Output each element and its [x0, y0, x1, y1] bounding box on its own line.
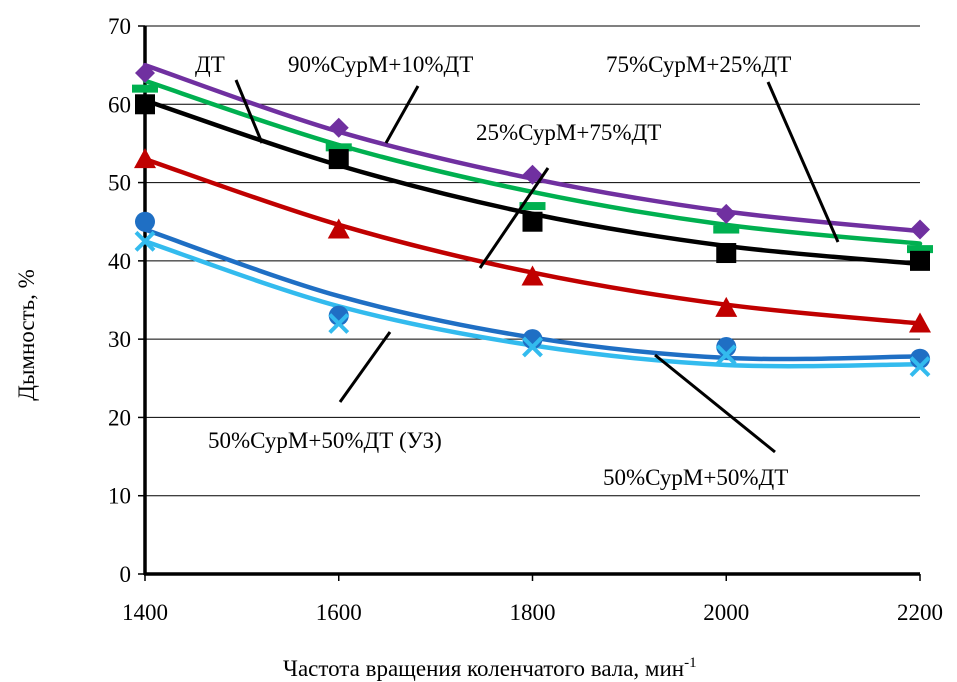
point-s50-1400: [135, 211, 155, 232]
annotation-s90: 90%СурМ+10%ДТ: [288, 52, 473, 77]
annotation-sDT: ДТ: [195, 52, 225, 77]
leader-line-s75: [766, 81, 840, 243]
y-tick-label-10: 10: [108, 484, 131, 509]
point-s90-1400: [135, 62, 155, 83]
annotation-s25: 25%СурМ+75%ДТ: [476, 120, 661, 145]
point-s50uz-2200: [909, 356, 931, 377]
point-s50uz-1600: [328, 313, 350, 334]
tick-labels: 0 10 20 30 40 50 60 70 1400 1600 1800 2000 2200: [108, 14, 943, 625]
point-s90-2000: [716, 203, 737, 224]
point-sDT-1800: [522, 211, 543, 232]
x-tick-label-1600: 1600: [316, 600, 362, 625]
y-tick-label-20: 20: [108, 405, 131, 430]
point-s75-2000: [713, 225, 740, 234]
y-tick-label-0: 0: [120, 562, 132, 587]
leader-line-s90: [384, 85, 420, 144]
point-sDT-2200: [910, 250, 930, 271]
data-points: [132, 62, 933, 377]
axes: [138, 25, 921, 581]
x-tick-label-2000: 2000: [703, 600, 749, 625]
point-s25-2000: [715, 296, 738, 317]
point-s25-1600: [327, 218, 350, 239]
x-tick-label-2200: 2200: [897, 600, 943, 625]
point-s90-1800: [522, 164, 543, 185]
annotation-leader-lines: [234, 79, 840, 454]
annotation-s50: 50%СурМ+50%ДТ: [603, 465, 788, 490]
gridlines: [145, 25, 920, 497]
annotation-s75: 75%СурМ+25%ДТ: [606, 52, 791, 77]
point-sDT-1600: [328, 149, 349, 170]
point-sDT-2000: [716, 243, 737, 264]
y-tick-label-30: 30: [108, 327, 131, 352]
y-tick-label-40: 40: [108, 249, 131, 274]
x-axis-title: Частота вращения коленчатого вала, мин-1: [283, 655, 697, 681]
point-s50uz-2000: [715, 344, 737, 366]
point-s50uz-1800: [522, 336, 543, 358]
point-s25-1800: [521, 265, 544, 286]
x-tick-label-1800: 1800: [510, 600, 556, 625]
x-axis-title-main: Частота вращения коленчатого вала, мин: [283, 656, 684, 681]
point-s90-2200: [910, 219, 930, 240]
point-s25-2200: [909, 312, 931, 333]
leader-line-s50: [654, 353, 776, 454]
point-s75-2200: [907, 245, 933, 254]
y-tick-label-60: 60: [108, 92, 131, 117]
annotation-s50uz: 50%СурМ+50%ДТ (УЗ): [208, 428, 442, 453]
point-s75-1400: [132, 84, 158, 93]
y-tick-label-50: 50: [108, 171, 131, 196]
y-axis-title: Дымность, %: [14, 269, 39, 401]
leader-line-s50uz: [338, 331, 392, 403]
series-annotations: ДТ 90%СурМ+10%ДТ 75%СурМ+25%ДТ 25%СурМ+75%Д…: [195, 52, 791, 490]
x-axis-title-superscript: -1: [684, 655, 697, 671]
leader-line-sDT: [234, 79, 264, 144]
point-s90-1600: [328, 117, 349, 138]
point-s75-1600: [325, 143, 352, 152]
x-tick-label-1400: 1400: [122, 600, 168, 625]
point-s25-1400: [134, 148, 156, 169]
leader-line-s25: [478, 167, 550, 269]
point-sDT-1400: [135, 94, 155, 115]
y-tick-label-70: 70: [108, 14, 131, 39]
point-s75-1800: [519, 202, 546, 211]
point-s50uz-1400: [134, 230, 156, 252]
